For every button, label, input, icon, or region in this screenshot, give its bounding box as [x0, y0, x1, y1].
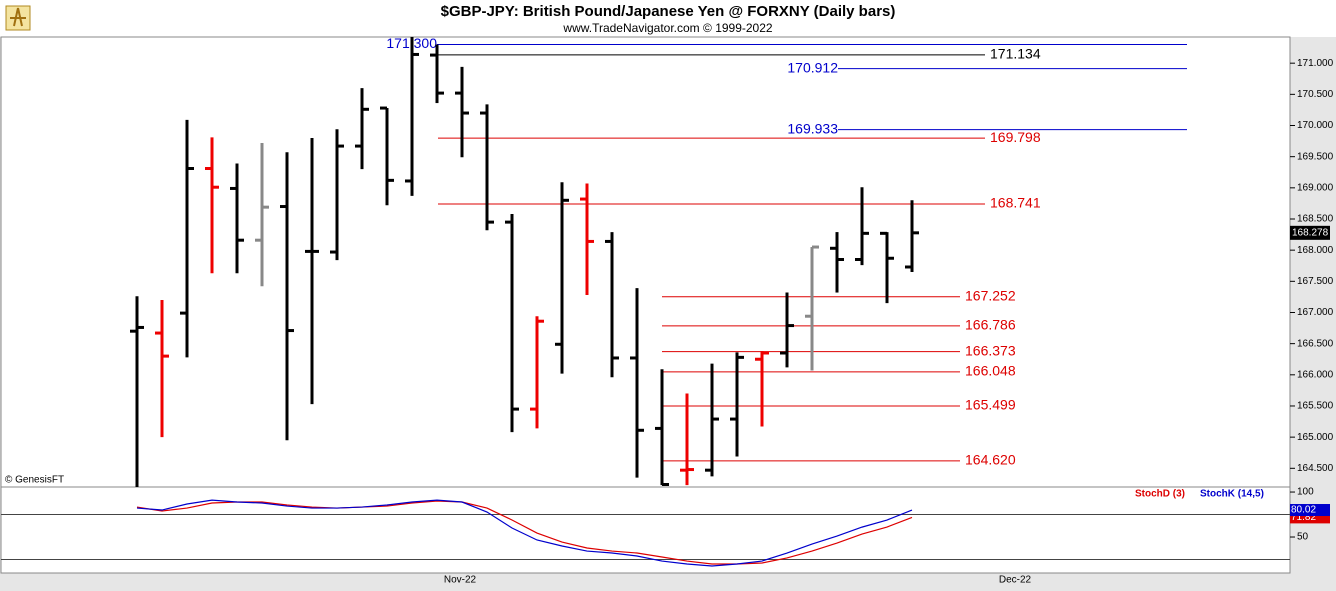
- stoch-line: [136, 499, 913, 567]
- x-tick-label: Nov-22: [444, 575, 477, 586]
- x-tick-label: Dec-22: [999, 575, 1032, 586]
- level-label: 166.373: [965, 342, 1016, 358]
- chart-title: $GBP-JPY: British Pound/Japanese Yen @ F…: [441, 3, 896, 20]
- value-label: 80.02: [1291, 505, 1316, 516]
- header-bg: [0, 0, 1336, 37]
- y-tick-label: 166.000: [1297, 369, 1334, 380]
- y-tick-label: 166.500: [1297, 338, 1334, 349]
- stoch-line: [136, 500, 913, 565]
- level-label: 169.933: [787, 120, 838, 136]
- level-label: 169.798: [990, 129, 1041, 145]
- y-tick-label: 170.500: [1297, 89, 1334, 100]
- value-box: [1290, 504, 1330, 517]
- y-tick-label: 169.000: [1297, 182, 1334, 193]
- level-label: 165.499: [965, 397, 1016, 413]
- level-label: 168.741: [990, 195, 1041, 211]
- y-tick-label: 167.000: [1297, 307, 1334, 318]
- legend-label: StochD (3): [1135, 489, 1185, 500]
- level-label: 164.620: [965, 452, 1016, 468]
- last-price-box: [1290, 225, 1330, 240]
- y-tick-label: 100: [1297, 487, 1314, 498]
- y-tick-label: 165.000: [1297, 432, 1334, 443]
- y-tick-label: 164.500: [1297, 463, 1334, 474]
- price-panel: [0, 36, 1291, 488]
- y-tick-label: 171.000: [1297, 58, 1334, 69]
- y-tick-label: 50: [1297, 532, 1309, 543]
- y-tick-label: 167.500: [1297, 276, 1334, 287]
- level-label: 166.786: [965, 317, 1016, 333]
- y-tick-label: 169.500: [1297, 151, 1334, 162]
- logo: [5, 5, 31, 31]
- value-label: 71.82: [1291, 512, 1316, 523]
- last-price-label: 168.278: [1292, 227, 1329, 238]
- y-tick-label: 170.000: [1297, 120, 1334, 131]
- y-tick-label: 168.000: [1297, 245, 1334, 256]
- y-tick-label: 168.500: [1297, 214, 1334, 225]
- level-label: 171.134: [990, 46, 1041, 62]
- chart-subtitle: www.TradeNavigator.com © 1999-2022: [562, 21, 772, 35]
- watermark: © GenesisFT: [5, 475, 64, 486]
- stoch-panel: [0, 486, 1291, 574]
- y-tick-label: 165.500: [1297, 401, 1334, 412]
- level-label: 167.252: [965, 287, 1016, 303]
- level-label: 166.048: [965, 363, 1016, 379]
- legend-label: StochK (14,5): [1200, 489, 1264, 500]
- level-label: 170.912: [787, 59, 838, 75]
